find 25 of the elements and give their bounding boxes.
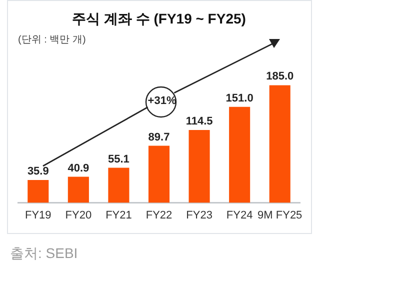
- data-label: 114.5: [186, 116, 213, 128]
- annotation: +31%: [148, 95, 176, 108]
- x-tick-label: FY21: [106, 209, 132, 222]
- data-label: 151.0: [226, 92, 254, 104]
- data-label: 185.0: [266, 70, 294, 83]
- bar: [148, 146, 170, 203]
- bar: [269, 85, 290, 203]
- chart-subtitle: (단위 : 백만 개): [18, 34, 86, 46]
- bar: [28, 180, 49, 203]
- x-tick-label: FY20: [65, 209, 92, 222]
- chart-title: 주식 계좌 수 (FY19 ~ FY25): [72, 10, 246, 26]
- bar: [188, 130, 210, 203]
- data-label: 89.7: [148, 131, 170, 144]
- bar: [68, 176, 89, 203]
- x-tick-label: FY22: [146, 209, 172, 222]
- bar: [229, 106, 250, 203]
- data-label: 35.9: [27, 166, 49, 178]
- data-label: 40.9: [68, 162, 90, 174]
- x-tick-label: 9M FY25: [258, 209, 302, 222]
- x-tick-label: FY23: [186, 209, 212, 222]
- source-note: 출처: SEBI: [10, 245, 78, 263]
- data-label: 55.1: [108, 153, 130, 166]
- x-tick-label: FY24: [226, 209, 253, 222]
- bar: [108, 168, 130, 203]
- x-tick-label: FY19: [24, 209, 52, 222]
